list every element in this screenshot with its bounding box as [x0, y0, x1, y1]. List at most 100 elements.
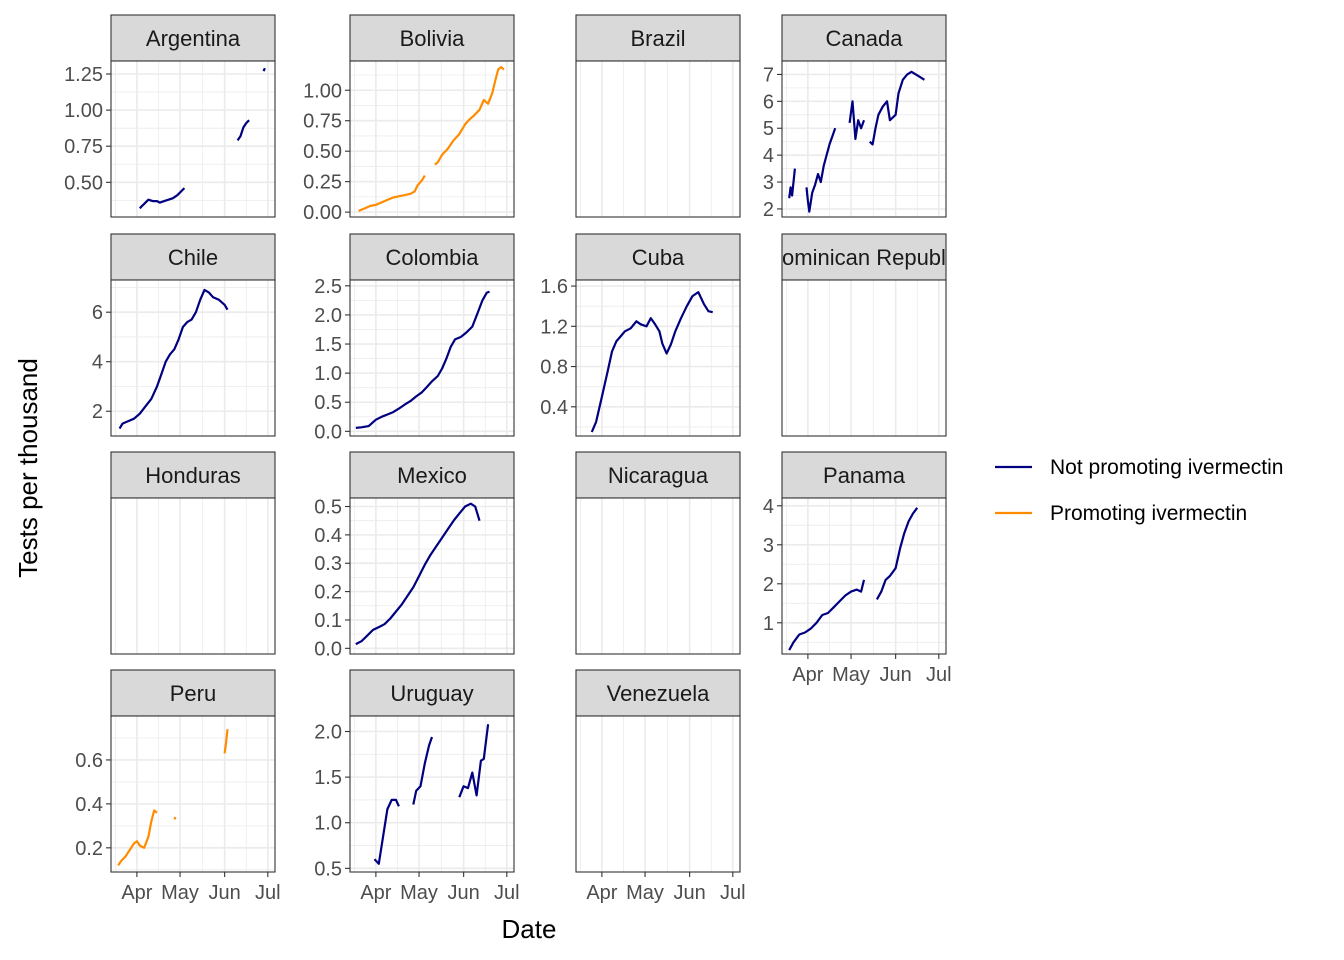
y-tick-label-colombia: 0.0	[314, 421, 342, 443]
strip-peru	[110, 669, 276, 717]
series-line-mexico-1	[355, 502, 481, 646]
strip-label-dominican-republic: Dominican Republic	[766, 245, 962, 270]
strip-bolivia	[349, 14, 515, 62]
strip-chile	[110, 233, 276, 281]
plot-area-chile	[111, 280, 275, 436]
x-tick-label-uruguay: Jun	[448, 882, 480, 904]
x-tick-label-peru: Apr	[121, 882, 152, 904]
panel-border-argentina	[110, 60, 276, 218]
series-line-canada-1	[788, 168, 796, 199]
series-line-peru-1	[117, 809, 158, 867]
panel-border-canada	[781, 60, 947, 218]
strip-honduras	[110, 451, 276, 499]
panel-border-honduras	[110, 497, 276, 655]
x-tick-label-panama: May	[832, 664, 870, 686]
panel-border-mexico	[349, 497, 515, 655]
series-line-uruguay-3	[458, 724, 490, 798]
series-line-bolivia-1	[358, 175, 426, 212]
y-tick-label-panama: 3	[763, 535, 774, 557]
series-line-argentina-3	[262, 67, 266, 72]
y-tick-label-colombia: 2.5	[314, 276, 342, 298]
y-tick-label-chile: 2	[92, 401, 103, 423]
strip-label-nicaragua: Nicaragua	[608, 463, 709, 488]
series-line-argentina-1	[139, 187, 186, 210]
x-tick-label-peru: Jun	[209, 882, 241, 904]
y-tick-label-uruguay: 2.0	[314, 722, 342, 744]
panel-cuba: Cuba 0.4 0.8 1.2 1.6	[540, 233, 741, 437]
series-line-cuba-1	[590, 291, 713, 433]
strip-label-uruguay: Uruguay	[390, 681, 473, 706]
series-line-canada-3	[848, 100, 866, 141]
y-tick-label-colombia: 0.5	[314, 392, 342, 414]
strip-label-colombia: Colombia	[386, 245, 480, 270]
y-tick-label-chile: 4	[92, 352, 103, 374]
x-tick-label-panama: Jul	[926, 664, 952, 686]
series-line-peru-3	[223, 729, 229, 754]
x-tick-label-uruguay: Apr	[360, 882, 391, 904]
plot-area-peru	[111, 716, 275, 872]
y-tick-label-panama: 4	[763, 496, 774, 518]
y-tick-label-mexico: 0.2	[314, 582, 342, 604]
y-tick-label-canada: 3	[763, 172, 774, 194]
series-line-uruguay-1	[373, 798, 400, 865]
y-tick-label-mexico: 0.3	[314, 553, 342, 575]
y-tick-label-mexico: 0.1	[314, 610, 342, 632]
panel-border-uruguay	[349, 715, 515, 873]
strip-label-honduras: Honduras	[145, 463, 240, 488]
y-tick-label-peru: 0.6	[75, 750, 103, 772]
series-line-panama-1	[788, 579, 866, 651]
panel-mexico: Mexico 0.0 0.1 0.2 0.3 0.4 0.5	[314, 451, 515, 660]
series-line-uruguay-2	[412, 736, 434, 805]
y-tick-label-mexico: 0.5	[314, 497, 342, 519]
y-tick-label-cuba: 0.4	[540, 397, 568, 419]
series-line-peru-2	[173, 816, 177, 820]
strip-venezuela	[575, 669, 741, 717]
y-tick-label-bolivia: 0.00	[303, 202, 342, 224]
legend-label-not-promoting: Not promoting ivermectin	[1050, 456, 1283, 479]
y-tick-label-uruguay: 1.5	[314, 767, 342, 789]
y-axis-title: Tests per thousand	[13, 358, 43, 578]
y-tick-label-argentina: 0.75	[64, 136, 103, 158]
strip-argentina	[110, 14, 276, 62]
panel-border-cuba	[575, 279, 741, 437]
panel-brazil: Brazil	[575, 14, 741, 218]
x-tick-label-panama: Jun	[880, 664, 912, 686]
series-line-argentina-2	[236, 119, 250, 142]
y-tick-label-panama: 2	[763, 574, 774, 596]
strip-brazil	[575, 14, 741, 62]
y-tick-label-uruguay: 0.5	[314, 858, 342, 880]
series-line-chile-1	[118, 288, 229, 430]
x-tick-label-panama: Apr	[792, 664, 823, 686]
plot-area-mexico	[350, 498, 514, 654]
panel-border-colombia	[349, 279, 515, 437]
panel-border-venezuela	[575, 715, 741, 873]
plot-area-canada	[782, 61, 946, 217]
plot-area-panama	[782, 498, 946, 654]
strip-label-canada: Canada	[825, 26, 903, 51]
panel-border-bolivia	[349, 60, 515, 218]
y-tick-label-peru: 0.4	[75, 794, 103, 816]
plot-area-venezuela	[576, 716, 740, 872]
strip-label-panama: Panama	[823, 463, 906, 488]
strip-colombia	[349, 233, 515, 281]
strip-mexico	[349, 451, 515, 499]
y-tick-label-panama: 1	[763, 613, 774, 635]
series-line-bolivia-2	[434, 66, 505, 166]
strip-uruguay	[349, 669, 515, 717]
panel-nicaragua: Nicaragua	[575, 451, 741, 655]
plot-area-cuba	[576, 280, 740, 436]
panel-border-chile	[110, 279, 276, 437]
strip-nicaragua	[575, 451, 741, 499]
plot-area-argentina	[111, 61, 275, 217]
y-tick-label-argentina: 1.25	[64, 64, 103, 86]
panel-peru: Peru 0.2 0.4 0.6 Apr May Jun Jul	[75, 669, 281, 904]
x-tick-label-venezuela: Apr	[586, 882, 617, 904]
strip-label-cuba: Cuba	[632, 245, 685, 270]
y-tick-label-canada: 5	[763, 118, 774, 140]
panel-uruguay: Uruguay 0.5 1.0 1.5 2.0 Apr May Jun Jul	[314, 669, 520, 904]
y-tick-label-mexico: 0.4	[314, 525, 342, 547]
series-line-colombia-1	[355, 290, 490, 429]
x-axis-title: Date	[502, 914, 557, 944]
y-tick-label-canada: 4	[763, 145, 774, 167]
